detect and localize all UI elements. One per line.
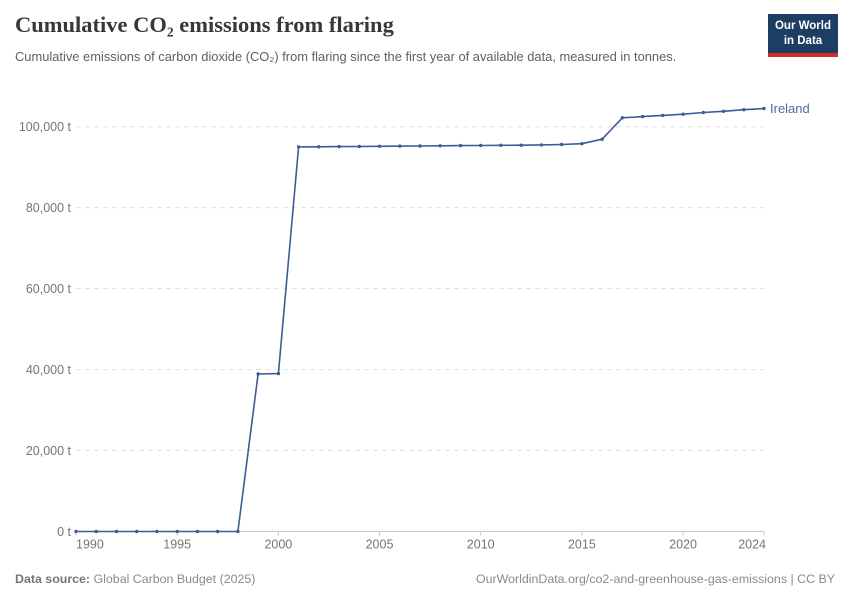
x-axis-tick-label: 2000 xyxy=(264,538,292,552)
data-point[interactable] xyxy=(296,145,301,149)
y-axis-tick-label: 20,000 t xyxy=(26,444,72,458)
data-point[interactable] xyxy=(539,143,544,147)
data-point[interactable] xyxy=(438,144,442,148)
data-point[interactable] xyxy=(559,142,564,147)
chart-footer: Data source: Global Carbon Budget (2025)… xyxy=(15,572,835,586)
owid-logo[interactable]: Our World in Data xyxy=(768,14,838,57)
y-axis-tick-label: 0 t xyxy=(57,525,71,539)
data-point[interactable] xyxy=(661,113,665,118)
x-axis-tick-label: 1995 xyxy=(163,538,191,552)
data-source: Data source: Global Carbon Budget (2025) xyxy=(15,572,255,586)
x-axis-tick-label: 2020 xyxy=(669,538,697,552)
data-point[interactable] xyxy=(742,108,746,112)
data-point[interactable] xyxy=(256,372,260,376)
data-point[interactable] xyxy=(600,137,604,141)
data-point[interactable] xyxy=(276,371,281,376)
data-point[interactable] xyxy=(580,142,584,146)
data-point[interactable] xyxy=(236,529,240,534)
data-point[interactable] xyxy=(721,109,726,113)
data-point[interactable] xyxy=(195,529,200,534)
page-subtitle: Cumulative emissions of carbon dioxide (… xyxy=(15,49,677,64)
y-axis-tick-label: 80,000 t xyxy=(26,201,72,215)
data-point[interactable] xyxy=(94,529,98,534)
data-point[interactable] xyxy=(317,145,321,149)
data-point[interactable] xyxy=(479,143,483,148)
data-source-value: Global Carbon Budget (2025) xyxy=(93,572,256,586)
data-point[interactable] xyxy=(74,529,78,534)
y-axis-tick-label: 100,000 t xyxy=(19,120,72,134)
line-chart: 0 t 20,000 t 40,000 t 60,000 t 80,000 t 100,0… xyxy=(19,101,810,552)
footer-citation[interactable]: OurWorldinData.org/co2-and-greenhouse-ga… xyxy=(475,572,835,586)
x-axis-tick-label: 2015 xyxy=(568,538,596,552)
data-point[interactable] xyxy=(681,112,685,116)
data-point[interactable] xyxy=(499,143,503,147)
data-point[interactable] xyxy=(215,529,220,534)
chart-area[interactable]: 0 t 20,000 t 40,000 t 60,000 t 80,000 t 100,0… xyxy=(0,95,850,565)
data-point[interactable] xyxy=(701,110,705,115)
x-axis-tick-label: 2010 xyxy=(467,538,495,552)
y-axis-tick-label: 60,000 t xyxy=(26,282,72,296)
data-point[interactable] xyxy=(135,529,139,534)
data-point[interactable] xyxy=(114,529,119,534)
data-point[interactable] xyxy=(357,144,361,149)
data-point[interactable] xyxy=(762,106,766,111)
data-source-label: Data source: xyxy=(15,572,91,586)
data-point[interactable] xyxy=(155,529,159,534)
entity-label[interactable]: Ireland xyxy=(770,101,810,116)
data-point[interactable] xyxy=(458,143,463,148)
data-point[interactable] xyxy=(418,144,422,148)
x-axis-tick-label: 1990 xyxy=(76,538,104,552)
data-point[interactable] xyxy=(620,116,625,120)
data-point[interactable] xyxy=(519,143,523,147)
y-axis-tick-label: 40,000 t xyxy=(26,363,72,377)
data-line[interactable] xyxy=(76,107,765,533)
data-point[interactable] xyxy=(377,144,382,148)
x-axis-tick-label: 2024 xyxy=(738,538,766,552)
owid-logo-line2: in Data xyxy=(783,34,823,47)
chart-header: Cumulative CO₂ emissions from flaring Cu… xyxy=(15,12,755,66)
x-axis-tick-label: 2005 xyxy=(366,538,394,552)
page-title: Cumulative CO₂ emissions from flaring xyxy=(15,12,394,37)
data-point[interactable] xyxy=(640,114,645,119)
data-point[interactable] xyxy=(337,144,341,149)
data-point[interactable] xyxy=(398,144,402,148)
data-point[interactable] xyxy=(175,529,179,534)
owid-logo-line1: Our World xyxy=(774,20,831,32)
